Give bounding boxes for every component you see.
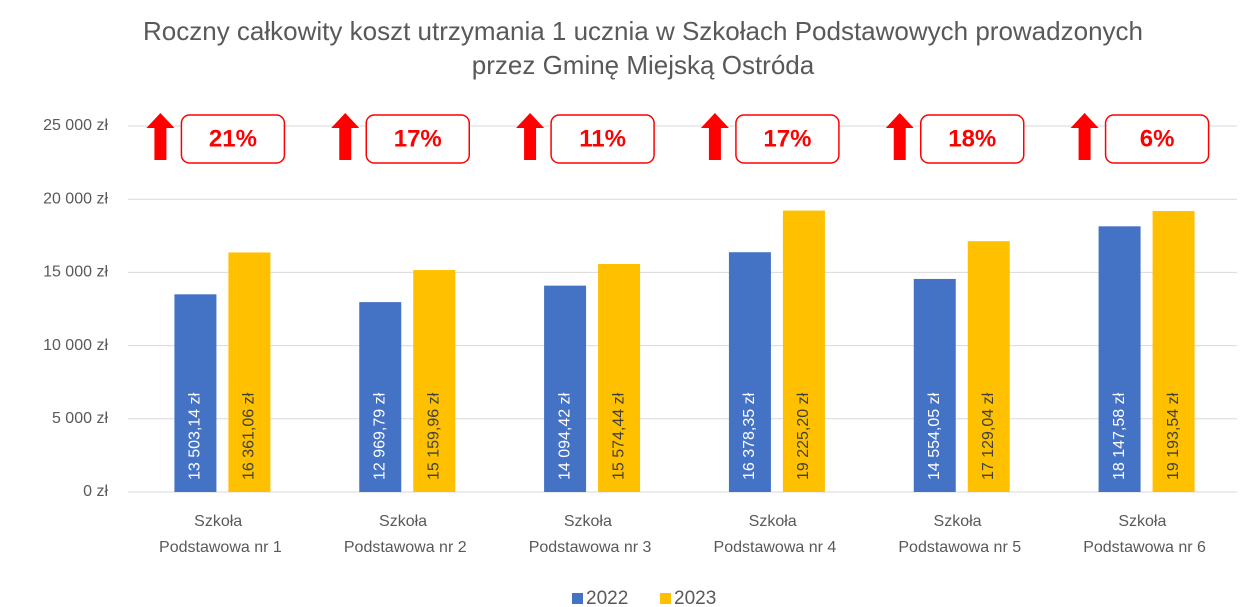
value-label: 19 193,54 zł: [1165, 392, 1182, 480]
annotation-box: [1104, 114, 1210, 164]
bar: [1152, 211, 1195, 492]
y-tick-label: 5 000 zł: [52, 410, 108, 427]
bar: [544, 285, 587, 492]
bar: [967, 241, 1010, 492]
y-tick-label: 20 000 zł: [43, 190, 108, 207]
annotation-box: [180, 114, 286, 164]
value-label: 19 225,20 zł: [795, 392, 812, 480]
legend-swatch: [572, 593, 583, 604]
bar: [728, 252, 771, 492]
x-tick-label: Szkoła Podstawowa nr 2: [344, 513, 467, 556]
arrow: [331, 113, 360, 160]
bar: [413, 270, 456, 492]
x-tick-label: Szkoła Podstawowa nr 1: [159, 513, 282, 556]
legend-swatch: [660, 593, 671, 604]
chart-title: Roczny całkowity koszt utrzymania 1 uczn…: [143, 16, 1143, 80]
value-label: 17 129,04 zł: [980, 392, 997, 480]
annotation: 18%: [948, 125, 996, 152]
annotation: 11%: [579, 125, 626, 152]
arrow: [885, 113, 914, 160]
value-label: 15 574,44 zł: [610, 392, 627, 480]
y-tick-label: 10 000 zł: [43, 337, 108, 354]
x-tick-label: Szkoła Podstawowa nr 4: [714, 513, 837, 556]
annotation-box: [550, 114, 655, 164]
bar: [913, 278, 956, 492]
value-label: 16 378,35 zł: [741, 392, 758, 480]
bar: [1098, 226, 1141, 492]
annotation: 21%: [209, 125, 257, 152]
arrow: [700, 113, 729, 160]
annotation-box: [365, 114, 470, 164]
value-label: 15 159,96 zł: [425, 392, 442, 480]
y-tick-label: 25 000 zł: [43, 117, 108, 134]
x-tick-label: Szkoła Podstawowa nr 3: [529, 513, 652, 556]
legend-label: 2022: [586, 588, 628, 607]
value-label: 14 094,42 zł: [556, 392, 573, 480]
value-label: 18 147,58 zł: [1111, 392, 1128, 480]
annotation: 6%: [1140, 125, 1175, 152]
x-tick-label: Szkoła Podstawowa nr 6: [1083, 513, 1206, 556]
y-tick-label: 0 zł: [83, 483, 108, 500]
value-label: 14 554,05 zł: [926, 392, 943, 480]
bar: [174, 294, 217, 492]
bar: [228, 252, 271, 492]
annotation-box: [920, 114, 1025, 164]
bar: [598, 263, 641, 492]
value-label: 12 969,79 zł: [371, 392, 388, 480]
bar: [359, 302, 402, 492]
value-label: 16 361,06 zł: [241, 392, 258, 480]
bar: [782, 210, 825, 492]
arrow: [146, 113, 175, 160]
arrow: [516, 113, 545, 160]
legend-label: 2023: [674, 588, 716, 607]
arrow: [1070, 113, 1099, 160]
annotation: 17%: [394, 125, 442, 152]
annotation: 17%: [763, 125, 811, 152]
y-tick-label: 15 000 zł: [43, 264, 108, 281]
value-label: 13 503,14 zł: [187, 392, 204, 480]
annotation-box: [735, 114, 840, 164]
x-tick-label: Szkoła Podstawowa nr 5: [898, 513, 1021, 556]
